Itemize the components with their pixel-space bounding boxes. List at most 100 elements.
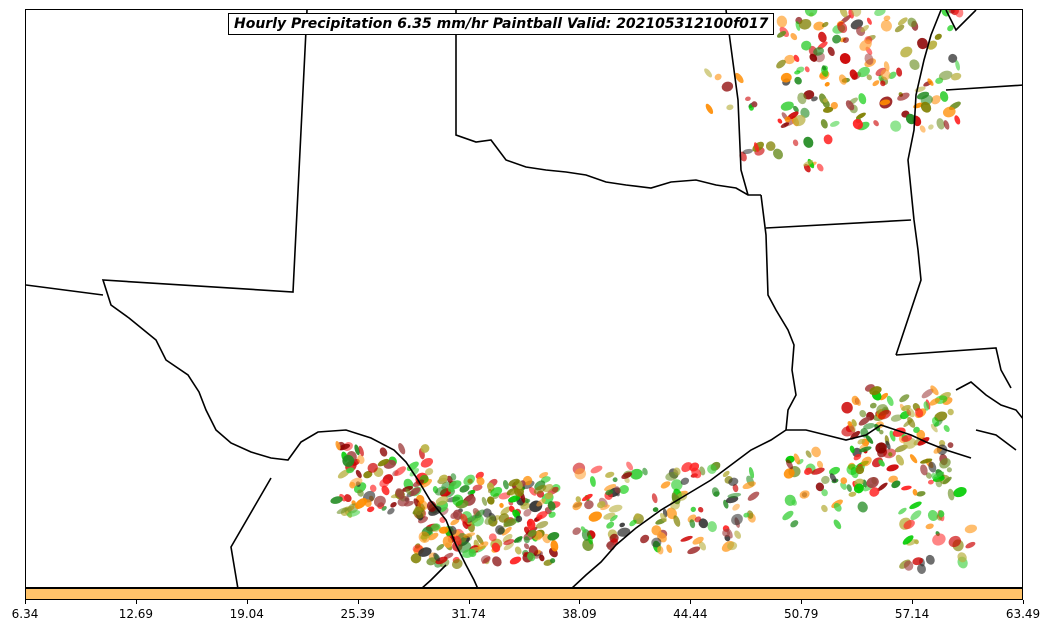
precip-blob: [935, 479, 943, 488]
precip-blob: [547, 501, 556, 511]
precip-blob: [890, 414, 903, 422]
precip-blob: [864, 53, 874, 65]
map-title: Hourly Precipitation 6.35 mm/hr Paintbal…: [228, 13, 775, 35]
precip-blob: [932, 471, 945, 480]
precip-blob: [523, 543, 530, 550]
precip-blob: [438, 474, 448, 482]
precip-blob: [853, 483, 864, 494]
precip-blob: [821, 475, 830, 484]
precip-blob: [833, 502, 842, 512]
precip-blob: [523, 536, 530, 544]
precip-blob: [460, 513, 468, 524]
precip-blob: [605, 489, 614, 496]
precip-blob: [957, 552, 967, 563]
ar-la-border: [765, 219, 912, 229]
precip-blob: [880, 20, 892, 32]
precip-blob: [514, 486, 524, 497]
precip-blob: [820, 119, 828, 129]
precip-blob: [925, 472, 932, 479]
precip-blob: [851, 419, 857, 427]
precip-blob: [550, 540, 559, 552]
precip-blob: [397, 496, 410, 507]
precip-blob: [803, 136, 814, 148]
precip-blob: [837, 21, 848, 33]
precip-blob: [942, 476, 952, 485]
precip-blob: [829, 473, 837, 483]
precip-blob: [418, 547, 432, 557]
precip-blob: [626, 461, 634, 471]
precip-blob: [895, 454, 905, 466]
precip-blob: [364, 499, 372, 507]
precip-blob: [745, 96, 751, 102]
precip-blob: [841, 401, 853, 414]
precip-blob: [436, 543, 445, 551]
precip-blob: [471, 514, 484, 527]
mexico-border: [26, 284, 272, 587]
precip-blob: [722, 529, 730, 537]
precip-blob: [725, 496, 739, 504]
precip-blob: [866, 476, 879, 489]
precip-blob: [381, 485, 390, 496]
precip-blob: [883, 15, 891, 21]
precip-blob: [335, 440, 341, 451]
precip-blob: [874, 10, 886, 16]
precip-blob: [621, 472, 632, 480]
precip-blob: [442, 536, 453, 548]
precip-blob: [869, 402, 877, 409]
precip-blob: [498, 513, 509, 523]
precip-blob: [858, 416, 871, 426]
precip-blob: [928, 461, 937, 473]
precip-blob: [919, 125, 926, 133]
precip-blob: [857, 438, 866, 445]
precip-blob: [727, 541, 738, 551]
precip-blob: [879, 392, 889, 401]
precip-blob: [438, 526, 449, 534]
precip-blob: [793, 114, 806, 127]
precip-blob: [896, 67, 903, 77]
precip-blob: [900, 46, 913, 58]
louisiana-coast: [786, 424, 972, 459]
precip-blob: [523, 551, 528, 557]
precip-blob: [467, 478, 473, 484]
precip-blob: [477, 541, 489, 550]
precip-blob: [917, 563, 926, 574]
precip-blob: [923, 401, 930, 411]
precip-blob: [342, 454, 355, 467]
precip-blob: [604, 483, 617, 492]
precip-blob: [742, 481, 756, 490]
precip-blob: [860, 24, 870, 33]
precip-blob: [765, 141, 776, 151]
precip-blob: [885, 440, 891, 450]
precip-blob: [690, 506, 696, 513]
precip-blob: [947, 24, 954, 32]
precip-blob: [468, 549, 477, 557]
precip-blob: [938, 510, 945, 518]
precip-blob: [929, 397, 940, 406]
precip-blob: [410, 553, 422, 564]
precip-blob: [409, 468, 420, 477]
precip-blob: [492, 556, 502, 567]
precip-blob: [629, 519, 637, 527]
precip-blob: [533, 484, 547, 494]
colorbar-tick-label: 12.69: [118, 607, 154, 621]
precip-blob: [910, 510, 922, 521]
precip-blob: [349, 477, 363, 487]
precip-blob: [728, 477, 739, 486]
colorbar-tick: [25, 600, 26, 604]
precip-blob: [722, 470, 730, 478]
precip-blob: [909, 454, 918, 464]
colorbar: [25, 588, 1023, 600]
precip-blob: [589, 476, 596, 487]
precip-blob: [634, 513, 641, 519]
precip-blob: [367, 506, 375, 513]
colorbar-tick-label: 25.39: [340, 607, 375, 621]
precip-blob: [659, 512, 667, 523]
precip-blob: [666, 544, 673, 554]
colorbar-tick-label: 57.14: [894, 607, 930, 621]
precip-blob: [813, 47, 825, 56]
precip-blob: [901, 435, 912, 442]
precip-blob: [964, 524, 978, 534]
precip-blob: [572, 501, 582, 511]
precip-blob: [917, 37, 928, 50]
precip-blob: [930, 385, 939, 396]
